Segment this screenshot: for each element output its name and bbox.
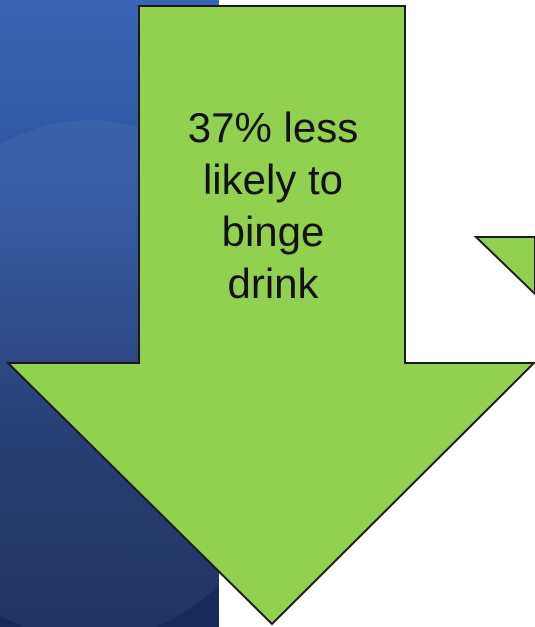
arrow-label-line-2: likely to xyxy=(202,156,344,203)
arrow-label: 37% less likely to binge drink xyxy=(158,102,388,310)
arrow-label-line-3: binge xyxy=(221,208,325,255)
arrow-label-line-4: drink xyxy=(227,260,319,307)
main-down-arrow xyxy=(5,5,535,626)
partial-down-arrow xyxy=(473,236,535,296)
arrow-label-line-1: 37% less xyxy=(187,104,359,151)
